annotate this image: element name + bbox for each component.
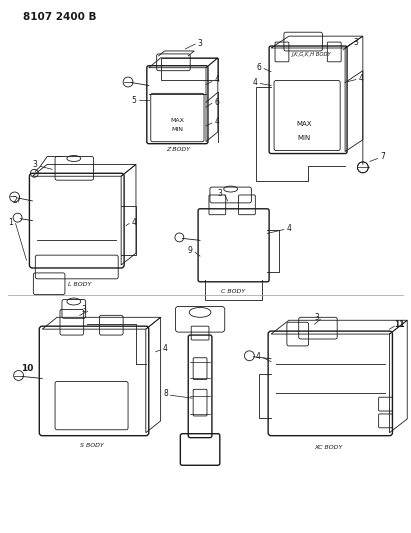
Text: 9: 9 <box>188 246 193 255</box>
Text: J,K,G,K,H BODY: J,K,G,K,H BODY <box>292 52 331 58</box>
Text: C BODY: C BODY <box>222 289 246 294</box>
Text: MAX: MAX <box>171 117 184 123</box>
Text: 8: 8 <box>163 389 168 398</box>
Text: 4: 4 <box>132 218 136 227</box>
Text: 3: 3 <box>198 38 203 47</box>
Text: MIN: MIN <box>298 135 311 141</box>
Text: 5: 5 <box>132 96 136 105</box>
Text: 4: 4 <box>215 75 219 84</box>
Text: 11: 11 <box>394 320 404 329</box>
Text: 10: 10 <box>21 364 34 373</box>
Text: 3: 3 <box>217 190 222 198</box>
Text: 3: 3 <box>314 313 319 322</box>
Text: 6: 6 <box>257 63 262 72</box>
Text: MAX: MAX <box>296 121 312 127</box>
Text: 6: 6 <box>215 98 219 107</box>
Text: 4: 4 <box>215 117 219 126</box>
Text: 1: 1 <box>8 218 13 227</box>
Text: 3: 3 <box>353 37 358 46</box>
Text: 2: 2 <box>12 196 17 205</box>
Text: 4: 4 <box>286 224 291 233</box>
Text: L BODY: L BODY <box>68 282 91 287</box>
Text: 4: 4 <box>253 78 258 87</box>
Text: 7: 7 <box>380 152 385 161</box>
Text: XC BODY: XC BODY <box>314 445 342 450</box>
Text: 3: 3 <box>81 305 86 314</box>
Text: 3: 3 <box>33 160 38 169</box>
Text: 4: 4 <box>358 74 363 83</box>
Text: 4: 4 <box>163 344 168 353</box>
Text: 8107 2400 B: 8107 2400 B <box>23 12 96 22</box>
Text: MIN: MIN <box>171 127 183 132</box>
Text: 4: 4 <box>256 352 261 361</box>
Text: S BODY: S BODY <box>80 443 104 448</box>
Text: Z BODY: Z BODY <box>166 147 190 152</box>
